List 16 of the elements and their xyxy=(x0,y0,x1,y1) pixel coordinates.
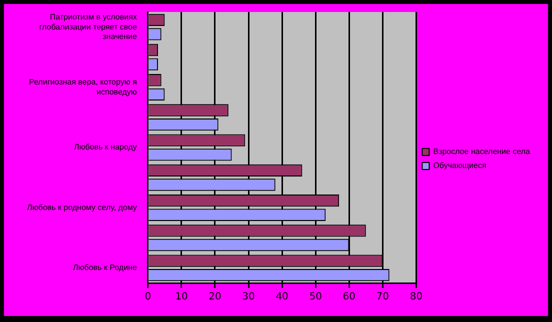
x-tick-label: 20 xyxy=(208,292,222,303)
x-tick-label: 50 xyxy=(309,292,322,303)
x-tick-label: 60 xyxy=(342,292,356,303)
legend-label: Обучающиеся xyxy=(433,161,486,170)
x-tick-label: 10 xyxy=(175,292,188,303)
y-tick-label: Религиозная вера, которую я исповедую xyxy=(29,78,137,96)
y-tick-label: Любовь к народу xyxy=(74,142,137,152)
y-tick-label: Любовь к Родине xyxy=(73,263,138,272)
x-tick-label: 70 xyxy=(376,292,390,303)
y-tick-label: Любовь к родному селу, дому xyxy=(26,202,137,212)
x-tick-label: 80 xyxy=(410,292,423,303)
x-tick-label: 30 xyxy=(242,292,255,303)
x-tick-label: 40 xyxy=(276,292,288,303)
x-tick-label: 0 xyxy=(144,292,152,303)
y-tick-label: Патриотизм в условиях глобализации теряет свое значение xyxy=(39,12,138,41)
legend-label: Взрослое население села xyxy=(433,147,531,156)
